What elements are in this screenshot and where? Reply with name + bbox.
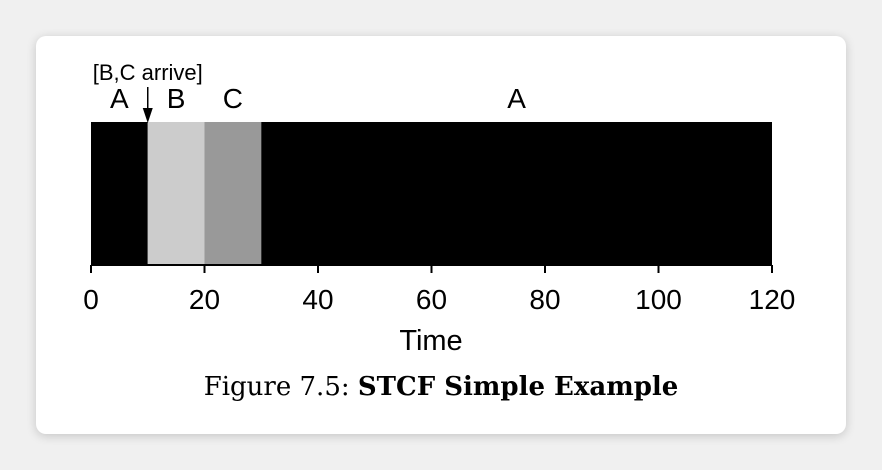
segment-label-a-3: A [507, 83, 526, 114]
segment-b-1 [147, 122, 205, 265]
x-tick-label-80: 80 [529, 284, 560, 315]
x-tick-label-40: 40 [302, 284, 333, 315]
segment-a-0 [91, 122, 148, 265]
x-tick-label-100: 100 [635, 284, 682, 315]
x-tick-label-60: 60 [416, 284, 447, 315]
segment-label-a-0: A [110, 83, 129, 114]
x-axis: 0 20 40 60 80 100 120 [83, 264, 796, 315]
segment-c-2 [204, 122, 262, 265]
segment-label-b-1: B [167, 83, 186, 114]
x-tick-label-0: 0 [83, 284, 99, 315]
caption-prefix: Figure 7.5: [203, 372, 350, 402]
x-tick-label-20: 20 [189, 284, 220, 315]
caption-title: STCF Simple Example [357, 372, 679, 402]
x-tick-label-120: 120 [749, 284, 796, 315]
segment-a-3 [261, 122, 772, 265]
figure-caption: Figure 7.5: STCF Simple Example [0, 372, 882, 402]
x-axis-label: Time [399, 325, 462, 357]
annotation-arrow-head-0 [142, 108, 153, 123]
annotation-text-0: [B,C arrive] [93, 60, 203, 85]
gantt-chart: A B C A 0 20 40 60 80 100 120 [B,C arrive] Time [83, 60, 796, 357]
segments-layer [91, 122, 772, 265]
annotation-layer: [B,C arrive] [93, 60, 203, 123]
segment-label-c-2: C [223, 83, 243, 114]
